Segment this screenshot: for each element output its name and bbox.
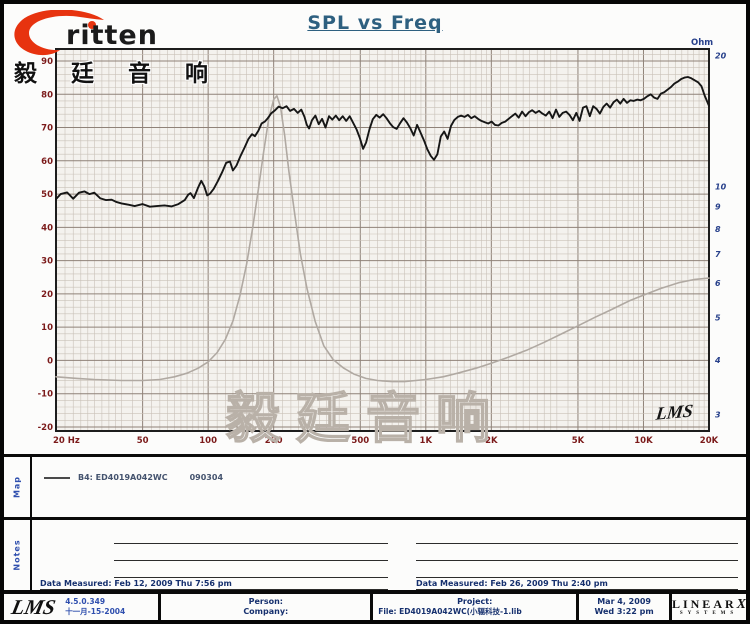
svg-text:5K: 5K bbox=[572, 436, 585, 446]
footer: LMS 4.5.0.349 十一月-15-2004 Person: Compan… bbox=[4, 590, 746, 620]
notes-side-label: Notes bbox=[4, 520, 32, 590]
legend-code: 090304 bbox=[189, 473, 224, 482]
linearx-x: X bbox=[736, 596, 746, 612]
file-label: File: ED4019A042WC(小辐科技-1.lib bbox=[378, 607, 522, 616]
svg-text:2K: 2K bbox=[485, 436, 498, 446]
svg-text:100: 100 bbox=[199, 436, 217, 446]
svg-text:10K: 10K bbox=[634, 436, 653, 446]
note-line bbox=[114, 527, 388, 544]
company-label: Company: bbox=[243, 607, 289, 616]
svg-text:20K: 20K bbox=[700, 436, 719, 446]
svg-text:10: 10 bbox=[715, 183, 727, 192]
version-date: 十一月-15-2004 bbox=[65, 607, 126, 616]
lms-logo: LMS bbox=[9, 595, 58, 619]
svg-text:5: 5 bbox=[715, 314, 721, 323]
footer-linearx-cell: LINEARX SYSTEMS bbox=[668, 594, 746, 620]
linearx-systems-label: SYSTEMS bbox=[679, 610, 739, 616]
footer-project-cell: Project: File: ED4019A042WC(小辐科技-1.lib bbox=[370, 594, 576, 620]
svg-text:20: 20 bbox=[41, 290, 53, 300]
svg-text:-20: -20 bbox=[38, 423, 53, 433]
report-date: Mar 4, 2009 bbox=[597, 597, 651, 606]
svg-text:4: 4 bbox=[714, 356, 721, 365]
person-label: Person: bbox=[248, 597, 283, 606]
note-line bbox=[416, 561, 738, 578]
svg-text:3: 3 bbox=[715, 410, 721, 419]
svg-text:90: 90 bbox=[41, 57, 53, 67]
brand-name: ritten bbox=[66, 20, 158, 51]
svg-text:60: 60 bbox=[41, 157, 53, 167]
svg-text:8: 8 bbox=[715, 225, 721, 234]
note-line bbox=[416, 544, 738, 561]
note-line bbox=[114, 561, 388, 578]
watermark-text: 毅廷音响 bbox=[225, 386, 506, 451]
version-block: 4.5.0.349 十一月-15-2004 bbox=[65, 597, 125, 617]
footer-lms-cell: LMS 4.5.0.349 十一月-15-2004 bbox=[4, 594, 158, 620]
svg-text:-10: -10 bbox=[38, 390, 53, 400]
svg-text:200: 200 bbox=[265, 436, 283, 446]
svg-text:50: 50 bbox=[41, 190, 53, 200]
svg-text:7: 7 bbox=[715, 250, 721, 259]
notes-label: Notes bbox=[12, 539, 22, 571]
project-label: Project: bbox=[457, 597, 493, 606]
notes-column-right: Data Measured: Feb 26, 2009 Thu 2:40 pm bbox=[416, 527, 738, 590]
spl-vs-freq-chart: 20 Hz 50 100 200 500 1K 2K 5K 10K 20K908070605040… bbox=[38, 38, 727, 446]
svg-text:10: 10 bbox=[41, 323, 53, 333]
chart-region: 20 Hz 50 100 200 500 1K 2K 5K 10K 20K 90 80 70 60 50 40… bbox=[4, 4, 746, 454]
svg-text:Ohm: Ohm bbox=[691, 38, 713, 48]
data-measured-right: Data Measured: Feb 26, 2009 Thu 2:40 pm bbox=[416, 579, 738, 590]
svg-text:500: 500 bbox=[351, 436, 369, 446]
legend-line-swatch bbox=[44, 476, 70, 479]
map-section: Map B4: ED4019A042WC 090304 bbox=[4, 454, 746, 517]
svg-text:6: 6 bbox=[715, 279, 721, 288]
legend-item: B4: ED4019A042WC 090304 bbox=[44, 473, 746, 482]
svg-text:20 Hz: 20 Hz bbox=[53, 436, 80, 446]
brand-logo: ritten 毅 廷 音 响 bbox=[10, 8, 220, 90]
lms-chart-mark: LMS bbox=[654, 400, 695, 424]
note-line bbox=[416, 527, 738, 544]
footer-person-cell: Person: Company: bbox=[158, 594, 370, 620]
svg-text:20: 20 bbox=[715, 51, 727, 60]
note-line bbox=[114, 544, 388, 561]
svg-text:40: 40 bbox=[41, 223, 53, 233]
notes-section: Notes Data Measured: Feb 12, 2009 Thu 7:… bbox=[4, 517, 746, 590]
notes-column-left: Data Measured: Feb 12, 2009 Thu 7:56 pm bbox=[40, 527, 388, 590]
map-label: Map bbox=[12, 475, 22, 499]
svg-text:80: 80 bbox=[41, 90, 53, 100]
svg-text:0: 0 bbox=[47, 356, 53, 366]
notes-content: Data Measured: Feb 12, 2009 Thu 7:56 pm … bbox=[32, 520, 746, 590]
svg-text:9: 9 bbox=[715, 202, 721, 211]
map-side-label: Map bbox=[4, 457, 32, 517]
footer-date-cell: Mar 4, 2009 Wed 3:22 pm bbox=[576, 594, 669, 620]
svg-text:30: 30 bbox=[41, 257, 53, 267]
logo-i-dot-icon bbox=[88, 21, 96, 29]
version-number: 4.5.0.349 bbox=[65, 597, 106, 606]
svg-text:1K: 1K bbox=[420, 436, 433, 446]
map-content: B4: ED4019A042WC 090304 bbox=[32, 457, 746, 517]
svg-text:50: 50 bbox=[137, 436, 149, 446]
data-measured-left: Data Measured: Feb 12, 2009 Thu 7:56 pm bbox=[40, 579, 388, 590]
brand-name-chinese: 毅 廷 音 响 bbox=[14, 61, 222, 87]
legend-label: B4: ED4019A042WC bbox=[78, 473, 168, 482]
report-time: Wed 3:22 pm bbox=[594, 607, 654, 616]
page-title: SPL vs Freq bbox=[307, 12, 443, 34]
brand-swoosh-icon bbox=[14, 10, 104, 56]
svg-text:70: 70 bbox=[41, 124, 53, 134]
linearx-logo: LINEARX bbox=[671, 596, 746, 612]
